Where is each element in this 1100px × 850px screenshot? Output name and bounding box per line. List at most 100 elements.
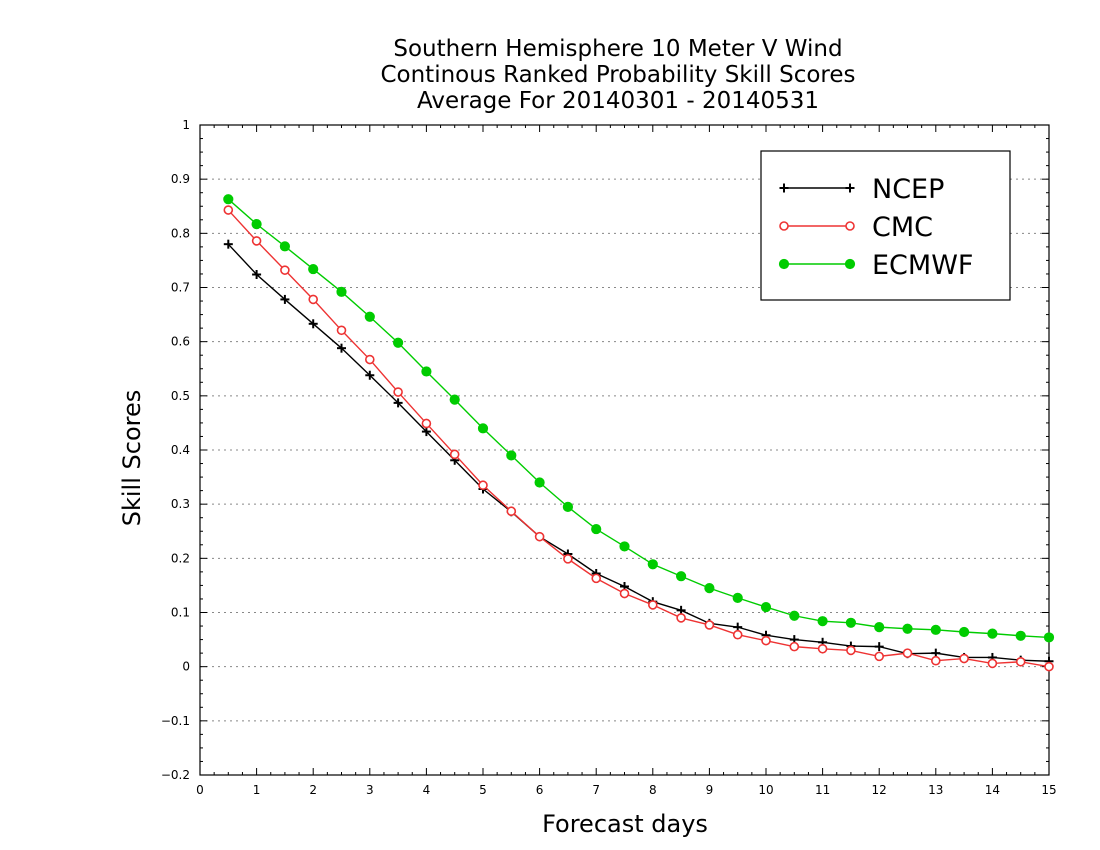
data-point-ecmwf bbox=[676, 571, 687, 582]
data-point-ecmwf bbox=[251, 219, 262, 230]
data-point-cmc bbox=[223, 205, 234, 215]
y-tick-label: −0.2 bbox=[161, 768, 190, 782]
data-point-ecmwf bbox=[364, 311, 375, 322]
data-point-cmc bbox=[817, 643, 828, 654]
data-point-ecmwf bbox=[647, 559, 658, 570]
y-tick-label: 0.3 bbox=[171, 497, 190, 511]
data-point-cmc bbox=[591, 573, 602, 584]
data-point-cmc bbox=[308, 294, 319, 305]
data-point-ncep bbox=[308, 319, 318, 329]
y-tick-label: 1 bbox=[182, 118, 190, 132]
data-point-ncep bbox=[252, 270, 262, 279]
x-tick-label: 4 bbox=[423, 783, 431, 797]
data-point-ecmwf bbox=[760, 601, 772, 613]
data-point-ncep bbox=[223, 239, 233, 249]
x-tick-label: 2 bbox=[309, 783, 317, 797]
data-point-cmc bbox=[732, 629, 743, 640]
data-point-cmc bbox=[421, 418, 432, 429]
data-point-cmc bbox=[1015, 656, 1026, 667]
x-tick-label: 9 bbox=[706, 783, 714, 797]
y-tick-label: 0.7 bbox=[171, 281, 190, 295]
data-point-cmc bbox=[987, 658, 998, 669]
data-point-ncep bbox=[874, 642, 884, 652]
data-point-ecmwf bbox=[1043, 632, 1055, 643]
data-point-ecmwf bbox=[930, 624, 941, 635]
data-point-cmc bbox=[393, 387, 403, 397]
data-point-ecmwf bbox=[506, 450, 517, 461]
data-point-ecmwf bbox=[534, 477, 545, 488]
x-tick-label: 6 bbox=[536, 783, 544, 797]
data-point-ncep bbox=[421, 427, 431, 437]
data-point-cmc bbox=[874, 651, 885, 662]
x-tick-label: 14 bbox=[985, 783, 1000, 797]
data-point-cmc bbox=[902, 648, 913, 658]
legend-marker bbox=[778, 258, 790, 270]
data-point-ecmwf bbox=[223, 194, 234, 205]
data-point-cmc bbox=[789, 641, 800, 652]
y-tick-label: 0.2 bbox=[171, 551, 190, 565]
data-point-ecmwf bbox=[477, 423, 489, 434]
data-point-ecmwf bbox=[732, 592, 743, 603]
chart-title-line-2: Continous Ranked Probability Skill Score… bbox=[380, 62, 856, 88]
series-ecmwf bbox=[223, 194, 1055, 643]
series-line-cmc bbox=[227, 209, 1050, 668]
axes: 0 1 2 3 4 5 6 7 8 9 10 11 12 13 14 15−0.2−0.100.10.20.3… bbox=[161, 118, 1057, 797]
data-point-ncep bbox=[393, 398, 403, 408]
legend-box bbox=[760, 150, 1011, 301]
x-tick-label: 8 bbox=[649, 783, 657, 797]
data-point-cmc bbox=[1044, 661, 1054, 672]
data-point-ecmwf bbox=[817, 616, 828, 627]
data-point-cmc bbox=[930, 655, 941, 666]
legend-marker bbox=[844, 258, 856, 270]
series-ncep bbox=[223, 239, 1054, 666]
data-point-cmc bbox=[761, 635, 771, 646]
y-tick-label: 0.6 bbox=[171, 335, 190, 349]
data-point-cmc bbox=[647, 600, 658, 610]
y-tick-label: 0.5 bbox=[171, 389, 190, 403]
series-cmc bbox=[223, 205, 1054, 672]
y-tick-label: 0 bbox=[182, 660, 190, 674]
legend-marker bbox=[779, 221, 789, 231]
legend-label-cmc: CMC bbox=[872, 212, 933, 243]
legend-label-ncep: NCEP bbox=[872, 174, 944, 205]
data-point-ecmwf bbox=[987, 628, 998, 639]
x-tick-label: 13 bbox=[928, 783, 943, 797]
data-point-ecmwf bbox=[704, 583, 715, 594]
data-point-ecmwf bbox=[562, 501, 574, 512]
data-point-ecmwf bbox=[336, 286, 347, 297]
legend-marker bbox=[779, 183, 789, 193]
legend-entry-ecmwf: ECMWF bbox=[778, 250, 973, 281]
data-point-cmc bbox=[478, 480, 488, 491]
legend-marker bbox=[845, 221, 855, 231]
y-tick-label: −0.1 bbox=[161, 714, 190, 728]
chart-title-line-1: Southern Hemisphere 10 Meter V Wind bbox=[393, 36, 843, 62]
data-point-ecmwf bbox=[902, 623, 913, 634]
data-point-cmc bbox=[251, 236, 262, 246]
data-point-cmc bbox=[704, 620, 715, 630]
data-point-cmc bbox=[619, 588, 630, 599]
y-axis-title: Skill Scores bbox=[118, 390, 146, 527]
y-tick-label: 0.4 bbox=[171, 443, 190, 457]
data-point-cmc bbox=[336, 325, 347, 336]
x-tick-label: 15 bbox=[1041, 783, 1056, 797]
data-point-cmc bbox=[959, 653, 969, 664]
data-point-ecmwf bbox=[1015, 630, 1026, 641]
legend: NCEP CMC ECMWF bbox=[760, 150, 1011, 301]
legend-marker bbox=[845, 183, 855, 193]
legend-label-ecmwf: ECMWF bbox=[872, 250, 973, 281]
data-point-ecmwf bbox=[959, 626, 970, 638]
data-point-cmc bbox=[676, 613, 686, 623]
legend-entry-cmc: CMC bbox=[779, 212, 933, 243]
x-tick-label: 5 bbox=[479, 783, 487, 797]
legend-entry-ncep: NCEP bbox=[779, 174, 944, 205]
data-point-ncep bbox=[280, 294, 290, 304]
series-layer bbox=[223, 194, 1055, 672]
x-tick-label: 1 bbox=[253, 783, 261, 797]
data-point-cmc bbox=[364, 354, 375, 365]
x-tick-label: 7 bbox=[592, 783, 600, 797]
x-tick-label: 12 bbox=[872, 783, 887, 797]
x-tick-label: 10 bbox=[758, 783, 773, 797]
data-point-ecmwf bbox=[308, 263, 319, 275]
data-point-cmc bbox=[846, 645, 856, 656]
